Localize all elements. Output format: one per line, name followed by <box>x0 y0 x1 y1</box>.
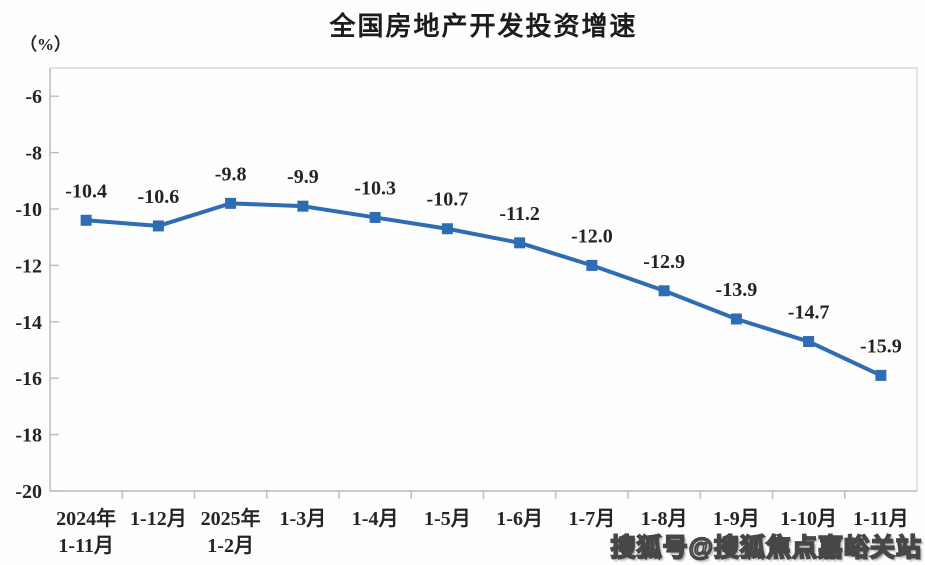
watermark-sohu: 搜狐号@搜狐焦点嘉峪关站 <box>610 533 922 563</box>
y-tick-label: -8 <box>25 143 42 165</box>
data-point-label: -10.7 <box>427 189 469 211</box>
data-point-label: -12.0 <box>571 225 613 247</box>
x-category-label: 1-10月 <box>780 508 837 530</box>
x-category-label: 1-9月 <box>713 508 760 530</box>
y-tick-label: -6 <box>25 86 42 108</box>
data-point-label: -10.6 <box>138 186 180 208</box>
x-category-label: 2025年 <box>201 506 261 530</box>
data-point-marker <box>369 211 381 223</box>
x-category-label: 1-11月 <box>58 535 114 557</box>
data-point-marker <box>225 197 237 209</box>
data-point-label: -10.3 <box>354 177 396 199</box>
chart-title: 全国房地产开发投资增速 <box>329 11 638 41</box>
data-point-marker <box>297 200 309 212</box>
x-category-label: 1-2月 <box>207 535 254 557</box>
y-tick-label: -20 <box>15 481 42 503</box>
data-series <box>80 197 887 381</box>
y-axis: -6 -8 -10 -12 -14 -16 -18 -20 <box>15 86 59 503</box>
data-point-label: -10.4 <box>65 180 107 202</box>
series-line <box>84 201 883 378</box>
data-point-label: -12.9 <box>643 251 685 273</box>
y-tick-label: -18 <box>15 425 42 447</box>
y-axis-unit-label: （%） <box>20 35 71 54</box>
data-point-marker <box>730 313 742 325</box>
data-point-label: -14.7 <box>788 302 830 324</box>
data-labels: -10.4 -10.6 -9.8 -9.9 -10.3 -10.7 -11.2 -12.0 -1… <box>65 163 901 357</box>
data-point-marker <box>441 223 453 235</box>
y-tick-label: -12 <box>15 255 42 277</box>
data-point-marker <box>152 220 164 232</box>
data-point-label: -9.8 <box>215 163 247 185</box>
data-point-marker <box>658 285 670 297</box>
x-category-label: 1-6月 <box>496 508 543 530</box>
data-point-marker <box>803 336 815 348</box>
data-point-label: -9.9 <box>287 166 319 188</box>
data-point-marker <box>875 369 887 381</box>
data-point-marker <box>586 259 598 271</box>
y-tick-label: -10 <box>15 199 42 221</box>
data-point-label: -13.9 <box>716 279 758 301</box>
x-category-label: 1-12月 <box>130 508 187 530</box>
x-category-label: 1-7月 <box>569 508 616 530</box>
data-point-label: -15.9 <box>860 335 902 357</box>
x-axis: 2024年 1-11月 1-12月 2025年 1-2月 1-3月 1-4月 1-5月 1-6月… <box>56 491 909 557</box>
data-point-label: -11.2 <box>499 203 540 225</box>
x-category-label: 1-11月 <box>853 508 909 530</box>
data-point-marker <box>80 214 92 226</box>
x-category-label: 2024年 <box>56 506 116 530</box>
plot-border <box>49 67 918 492</box>
x-category-label: 1-8月 <box>641 508 688 530</box>
x-category-label: 1-3月 <box>280 508 327 530</box>
y-tick-label: -14 <box>15 312 42 334</box>
x-category-label: 1-4月 <box>352 508 399 530</box>
y-tick-label: -16 <box>15 368 42 390</box>
data-point-marker <box>514 237 526 249</box>
x-category-label: 1-5月 <box>424 508 471 530</box>
